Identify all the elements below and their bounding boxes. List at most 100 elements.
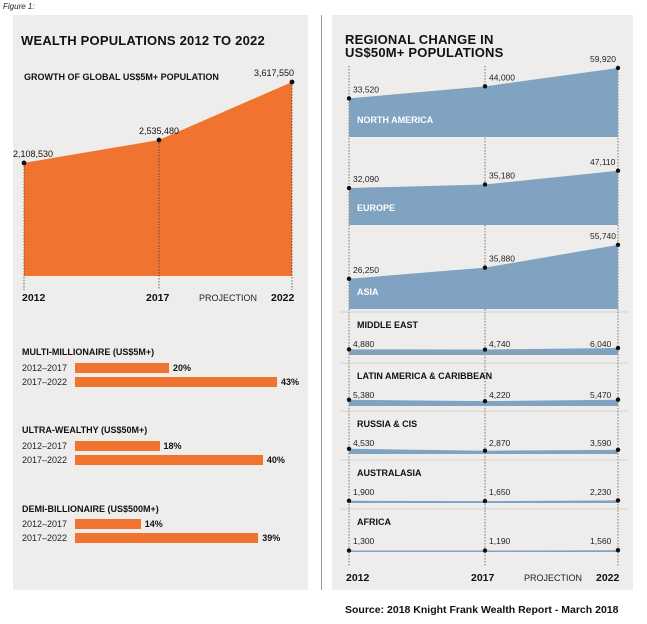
- data-label: 32,090: [353, 174, 379, 184]
- data-point: [615, 168, 621, 173]
- right-x-tick-2012: 2012: [346, 572, 370, 584]
- data-label: 59,920: [590, 54, 616, 64]
- data-label: 4,220: [489, 390, 511, 400]
- region-area: [349, 170, 618, 225]
- region-name-label: NORTH AMERICA: [357, 115, 434, 125]
- bar-multi-millionaire-2017-2022: [75, 377, 277, 387]
- data-label: 33,520: [353, 84, 379, 94]
- data-label: 55,740: [590, 231, 616, 241]
- data-label: 4,740: [489, 339, 511, 349]
- bar-value-label: 14%: [144, 519, 163, 529]
- source-note: Source: 2018 Knight Frank Wealth Report …: [345, 604, 619, 616]
- data-point: [346, 276, 352, 281]
- region-name-label: MIDDLE EAST: [357, 320, 419, 330]
- data-point: [482, 398, 488, 404]
- data-label: 1,650: [489, 487, 511, 497]
- bar-row-label: 2012–2017: [22, 519, 68, 529]
- data-label: 35,180: [489, 170, 515, 180]
- data-point: [482, 347, 488, 352]
- bar-value-label: 40%: [266, 455, 285, 465]
- bar-group-title-ultra-wealthy: ULTRA-WEALTHY (US$50M+): [22, 425, 148, 435]
- bar-value-label: 43%: [281, 377, 300, 387]
- data-point: [346, 498, 352, 504]
- panel-divider: [321, 15, 322, 590]
- left-projection-label: PROJECTION: [199, 293, 258, 303]
- left-x-tick-2012: 2012: [22, 292, 46, 304]
- data-label: 3,590: [590, 438, 612, 448]
- data-point: [346, 185, 352, 191]
- data-point: [615, 242, 621, 248]
- data-point: [346, 347, 352, 352]
- data-point: [346, 548, 352, 553]
- data-point: [615, 447, 621, 453]
- left-x-tick-2017: 2017: [146, 292, 170, 304]
- right-panel-title-line1: REGIONAL CHANGE IN: [345, 32, 494, 47]
- region-area: [349, 68, 618, 137]
- global-area: [24, 82, 292, 276]
- region-name-label: AUSTRALASIA: [357, 468, 422, 478]
- bar-demi-billionaire-2017-2022: [75, 533, 259, 543]
- data-point: [21, 160, 27, 166]
- data-point: [346, 96, 352, 101]
- data-point: [482, 548, 488, 553]
- bar-demi-billionaire-2012-2017: [75, 519, 141, 529]
- data-point: [289, 79, 295, 85]
- data-label: 1,900: [353, 487, 375, 497]
- bar-row-label: 2012–2017: [22, 441, 68, 451]
- right-panel-title-line2: US$50M+ POPULATIONS: [345, 45, 504, 60]
- data-point: [482, 498, 488, 504]
- region-area: [349, 244, 618, 309]
- region-name-label: RUSSIA & CIS: [357, 419, 417, 429]
- left-x-tick-2022: 2022: [271, 292, 295, 304]
- data-label: 5,470: [590, 390, 612, 400]
- data-label: 47,110: [590, 157, 616, 167]
- data-point: [615, 345, 621, 351]
- bar-multi-millionaire-2012-2017: [75, 363, 169, 373]
- region-area: [349, 348, 618, 355]
- data-point: [346, 446, 352, 451]
- data-label: 35,880: [489, 254, 515, 264]
- right-projection-label: PROJECTION: [524, 573, 583, 583]
- bar-group-title-demi-billionaire: DEMI-BILLIONAIRE (US$500M+): [22, 504, 159, 514]
- data-label: 2,535,480: [139, 126, 179, 136]
- data-label: 5,380: [353, 390, 375, 400]
- data-point: [482, 265, 488, 270]
- data-point: [156, 137, 162, 143]
- area-chart-subtitle: GROWTH OF GLOBAL US$5M+ POPULATION: [24, 72, 219, 82]
- bar-ultra-wealthy-2012-2017: [75, 441, 160, 451]
- data-label: 1,190: [489, 536, 511, 546]
- region-area: [349, 399, 618, 406]
- bar-group-title-multi-millionaire: MULTI-MILLIONAIRE (US$5M+): [22, 347, 155, 357]
- region-name-label: LATIN AMERICA & CARIBBEAN: [357, 371, 492, 381]
- data-point: [346, 397, 352, 403]
- data-point: [482, 182, 488, 187]
- data-label: 6,040: [590, 339, 612, 349]
- data-label: 4,530: [353, 438, 375, 448]
- figure-label: Figure 1:: [3, 2, 35, 11]
- bar-row-label: 2012–2017: [22, 363, 68, 373]
- region-name-label: EUROPE: [357, 203, 395, 213]
- region-name-label: AFRICA: [357, 517, 391, 527]
- data-label: 3,617,550: [254, 68, 294, 78]
- bar-row-label: 2017–2022: [22, 377, 68, 387]
- data-label: 1,560: [590, 536, 612, 546]
- data-label: 2,870: [489, 438, 511, 448]
- data-point: [615, 397, 621, 402]
- data-point: [615, 548, 621, 553]
- data-label: 26,250: [353, 265, 379, 275]
- left-panel-title: WEALTH POPULATIONS 2012 TO 2022: [21, 33, 265, 48]
- data-point: [482, 448, 488, 453]
- data-point: [615, 498, 621, 503]
- right-x-tick-2022: 2022: [596, 572, 620, 584]
- data-point: [482, 84, 488, 89]
- data-label: 2,230: [590, 487, 612, 497]
- data-point: [615, 65, 621, 71]
- region-name-label: ASIA: [357, 287, 379, 297]
- bar-ultra-wealthy-2017-2022: [75, 455, 263, 465]
- bar-row-label: 2017–2022: [22, 455, 68, 465]
- data-label: 2,108,530: [13, 149, 53, 159]
- data-label: 4,880: [353, 339, 375, 349]
- bar-value-label: 20%: [172, 363, 191, 373]
- bar-row-label: 2017–2022: [22, 533, 68, 543]
